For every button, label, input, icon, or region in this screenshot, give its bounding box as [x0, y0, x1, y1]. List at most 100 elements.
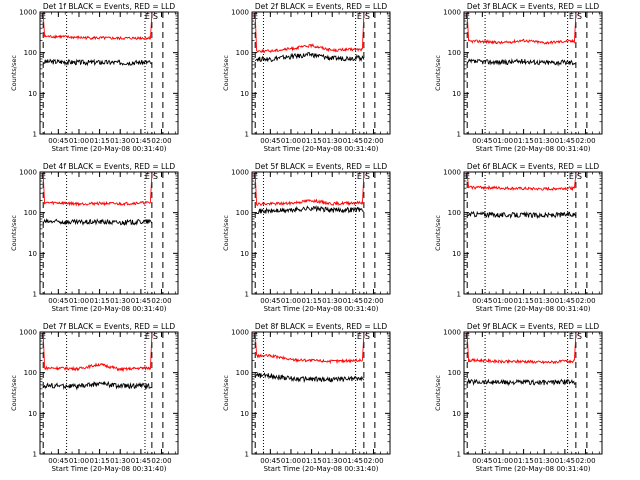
x-tick-label: 01:15	[302, 457, 322, 465]
x-tick-label: 01:30	[322, 457, 342, 465]
chart-panel-3: Det 3f BLACK = Events, RED = LLD 1 10 100 10…	[434, 2, 603, 153]
y-tick-label: 10	[240, 90, 249, 98]
x-axis-label: Start Time (20-May-08 00:31:40)	[51, 465, 166, 473]
y-tick-label: 1000	[19, 169, 37, 177]
y-tick-label: 1000	[443, 329, 461, 337]
x-tick-label: 01:30	[110, 457, 130, 465]
x-tick-label: 01:45	[131, 457, 151, 465]
stop-marker-label: S	[153, 332, 158, 341]
x-tick-label: 01:45	[343, 297, 363, 305]
x-tick-label: 01:30	[322, 297, 342, 305]
stop-marker-label: S	[153, 172, 158, 181]
events-series-line	[254, 371, 365, 384]
stop-marker-label: S	[365, 12, 370, 21]
y-tick-label: 100	[236, 49, 249, 57]
x-tick-label: 02:00	[151, 137, 171, 145]
stop-marker-label: S	[577, 332, 582, 341]
y-axis-label: Counts/sec	[10, 55, 18, 91]
y-axis-label: Counts/sec	[10, 215, 18, 251]
x-axis-label: Start Time (20-May-08 00:31:40)	[475, 305, 590, 313]
plot-frame	[463, 171, 603, 295]
y-tick-label: 1	[457, 131, 461, 139]
x-tick-label: 00:45	[260, 457, 280, 465]
y-tick-label: 10	[452, 410, 461, 418]
y-tick-label: 1000	[19, 329, 37, 337]
chart-title: Det 6f BLACK = Events, RED = LLD	[467, 162, 600, 171]
end-marker-label: E	[357, 332, 362, 341]
y-tick-label: 100	[24, 369, 37, 377]
stop-marker-label: S	[577, 12, 582, 21]
y-tick-label: 1	[33, 291, 37, 299]
x-tick-label: 01:45	[343, 457, 363, 465]
x-axis-label: Start Time (20-May-08 00:31:40)	[475, 465, 590, 473]
x-tick-label: 00:45	[48, 297, 68, 305]
lld-series-line	[254, 333, 365, 365]
y-tick-label: 10	[28, 410, 37, 418]
x-tick-label: 02:00	[363, 457, 383, 465]
x-tick-label: 01:15	[514, 457, 534, 465]
chart-title: Det 5f BLACK = Events, RED = LLD	[255, 162, 388, 171]
x-axis-label: Start Time (20-May-08 00:31:40)	[51, 145, 166, 153]
plot-frame	[463, 331, 603, 455]
stop-marker-label: S	[153, 12, 158, 21]
plot-frame	[39, 11, 179, 135]
chart-title: Det 3f BLACK = Events, RED = LLD	[467, 2, 600, 11]
y-tick-label: 10	[240, 410, 249, 418]
y-tick-label: 100	[236, 209, 249, 217]
end-marker-label: E	[357, 12, 362, 21]
plot-frame	[251, 331, 391, 455]
x-tick-label: 01:15	[302, 137, 322, 145]
y-tick-label: 1000	[19, 9, 37, 17]
chart-title: Det 4f BLACK = Events, RED = LLD	[43, 162, 176, 171]
y-axis-label: Counts/sec	[434, 215, 442, 251]
x-tick-label: 01:45	[555, 137, 575, 145]
end-marker-label: E	[569, 332, 574, 341]
lld-series-line	[254, 173, 365, 207]
y-tick-label: 10	[28, 250, 37, 258]
x-axis-label: Start Time (20-May-08 00:31:40)	[263, 465, 378, 473]
chart-title: Det 9f BLACK = Events, RED = LLD	[467, 322, 600, 331]
x-tick-label: 01:15	[302, 297, 322, 305]
x-tick-label: 01:45	[131, 297, 151, 305]
chart-panel-7: Det 7f BLACK = Events, RED = LLD 1 10 100 10…	[10, 322, 179, 473]
stop-marker-label: S	[577, 172, 582, 181]
lld-series-line	[42, 173, 153, 207]
y-tick-label: 10	[240, 250, 249, 258]
x-tick-label: 01:30	[534, 297, 554, 305]
y-tick-label: 1	[245, 291, 249, 299]
y-tick-label: 1	[33, 451, 37, 459]
y-tick-label: 1000	[231, 329, 249, 337]
y-tick-label: 100	[236, 369, 249, 377]
x-tick-label: 01:00	[281, 297, 301, 305]
y-tick-label: 100	[448, 369, 461, 377]
x-tick-label: 01:00	[493, 137, 513, 145]
x-tick-label: 01:00	[281, 137, 301, 145]
plot-frame	[463, 11, 603, 135]
end-marker-label: E	[569, 12, 574, 21]
plot-frame	[39, 331, 179, 455]
chart-title: Det 1f BLACK = Events, RED = LLD	[43, 2, 176, 11]
y-axis-label: Counts/sec	[222, 375, 230, 411]
x-tick-label: 00:45	[48, 457, 68, 465]
lld-series-line	[254, 13, 365, 54]
y-tick-label: 1000	[443, 169, 461, 177]
chart-title: Det 8f BLACK = Events, RED = LLD	[255, 322, 388, 331]
events-series-line	[43, 58, 153, 67]
x-tick-label: 01:30	[322, 137, 342, 145]
x-tick-label: 02:00	[363, 297, 383, 305]
y-tick-label: 10	[452, 250, 461, 258]
y-tick-label: 100	[448, 49, 461, 57]
x-tick-label: 01:30	[110, 297, 130, 305]
plot-frame	[251, 11, 391, 135]
x-axis-label: Start Time (20-May-08 00:31:40)	[263, 305, 378, 313]
lld-series-line	[466, 333, 577, 365]
x-axis-label: Start Time (20-May-08 00:31:40)	[475, 145, 590, 153]
x-tick-label: 01:00	[69, 457, 89, 465]
x-tick-label: 00:45	[260, 297, 280, 305]
y-tick-label: 1	[33, 131, 37, 139]
chart-title: Det 2f BLACK = Events, RED = LLD	[255, 2, 388, 11]
x-tick-label: 02:00	[363, 137, 383, 145]
x-tick-label: 00:45	[472, 457, 492, 465]
y-axis-label: Counts/sec	[434, 375, 442, 411]
lld-series-line	[42, 13, 153, 41]
